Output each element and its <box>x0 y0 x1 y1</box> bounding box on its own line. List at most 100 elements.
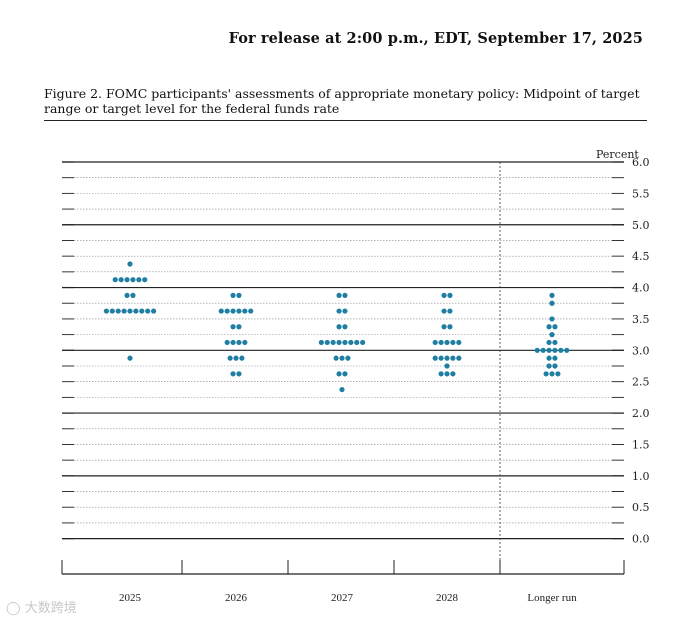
data-dot <box>145 308 151 314</box>
watermark-text: 大数跨境 <box>24 601 77 616</box>
data-dot <box>127 308 133 314</box>
data-dot <box>236 339 242 346</box>
data-dot <box>447 292 453 298</box>
data-dot <box>444 363 450 369</box>
data-dot <box>127 355 133 361</box>
data-dot <box>236 308 242 314</box>
data-dot <box>133 308 139 314</box>
data-dot <box>236 324 242 330</box>
data-dot <box>552 355 558 361</box>
y-tick-label: 0.0 <box>632 533 650 546</box>
x-tick-label: 2025 <box>119 592 142 604</box>
data-dot <box>330 339 336 346</box>
data-dot <box>242 339 248 346</box>
data-dot <box>432 339 438 346</box>
data-dot <box>438 339 444 346</box>
data-dot <box>333 355 339 361</box>
data-dot <box>227 355 233 361</box>
data-dot <box>447 324 453 330</box>
data-dot <box>342 371 348 377</box>
data-dot <box>248 308 254 314</box>
data-dot <box>130 292 136 298</box>
data-dot <box>450 355 456 361</box>
data-dot <box>558 347 564 353</box>
x-tick-label: 2028 <box>436 592 459 604</box>
data-dot <box>456 339 462 346</box>
data-dot <box>540 347 546 353</box>
data-dot <box>552 363 558 369</box>
data-dot <box>342 308 348 314</box>
data-dot <box>339 386 345 393</box>
data-dot <box>233 355 239 361</box>
data-dot <box>230 308 236 314</box>
data-dot <box>336 324 342 330</box>
data-dot <box>130 277 136 283</box>
data-dot <box>549 316 555 322</box>
data-dot <box>121 308 127 314</box>
data-dot <box>230 371 236 377</box>
data-dot <box>342 292 348 298</box>
data-dot <box>103 308 109 314</box>
data-dot <box>115 308 121 314</box>
data-dot <box>118 277 124 283</box>
data-dot <box>549 300 555 306</box>
data-dot <box>318 339 324 346</box>
data-dot <box>360 339 366 346</box>
y-tick-label: 5.0 <box>632 219 650 232</box>
data-dot <box>342 339 348 346</box>
data-dot <box>546 339 552 346</box>
data-dot <box>136 277 142 283</box>
y-tick-label: 6.0 <box>632 156 650 169</box>
data-dot <box>564 347 570 353</box>
x-tick-label: 2026 <box>225 592 248 604</box>
y-tick-label: 3.5 <box>632 313 650 326</box>
data-dot <box>109 308 115 314</box>
data-dot <box>546 347 552 353</box>
data-dot <box>543 371 549 377</box>
chart-gridlines <box>62 161 624 540</box>
y-tick-label: 4.5 <box>632 250 650 263</box>
data-dot <box>450 339 456 346</box>
data-dot <box>534 347 540 353</box>
data-dot <box>218 308 224 314</box>
data-dot <box>432 355 438 361</box>
data-dot <box>549 371 555 377</box>
data-dot <box>552 347 558 353</box>
data-dot <box>230 292 236 298</box>
data-dot <box>441 292 447 298</box>
data-dot <box>441 324 447 330</box>
data-dot <box>236 371 242 377</box>
data-dot <box>224 339 230 346</box>
data-dot <box>441 308 447 314</box>
data-dot <box>230 339 236 346</box>
data-dot <box>546 363 552 369</box>
data-dot <box>552 339 558 346</box>
data-dot <box>438 355 444 361</box>
data-dot <box>336 292 342 298</box>
data-dot <box>336 308 342 314</box>
data-dot <box>124 277 130 283</box>
data-dot <box>139 308 145 314</box>
chat-bubble-icon: ◯ <box>6 601 21 616</box>
data-dot <box>127 261 133 267</box>
data-dot <box>242 308 248 314</box>
data-dot <box>142 277 148 283</box>
data-dot <box>555 371 561 377</box>
data-dot <box>224 308 230 314</box>
data-dot <box>549 292 555 298</box>
y-tick-label: 5.5 <box>632 187 650 200</box>
y-tick-label: 4.0 <box>632 282 650 295</box>
data-dot <box>444 371 450 377</box>
data-dot <box>324 339 330 346</box>
y-tick-label: 3.0 <box>632 344 650 357</box>
data-dot <box>336 339 342 346</box>
x-axis: 2025 2026 2027 2028 Longer run <box>61 162 625 604</box>
y-tick-label: 1.5 <box>632 438 650 451</box>
title-divider <box>44 120 647 121</box>
data-dot <box>546 355 552 361</box>
data-dot <box>456 355 462 361</box>
release-timestamp: For release at 2:00 p.m., EDT, September… <box>228 30 643 47</box>
watermark: ◯ 大数跨境 <box>6 597 77 616</box>
dot-layer <box>103 261 570 393</box>
